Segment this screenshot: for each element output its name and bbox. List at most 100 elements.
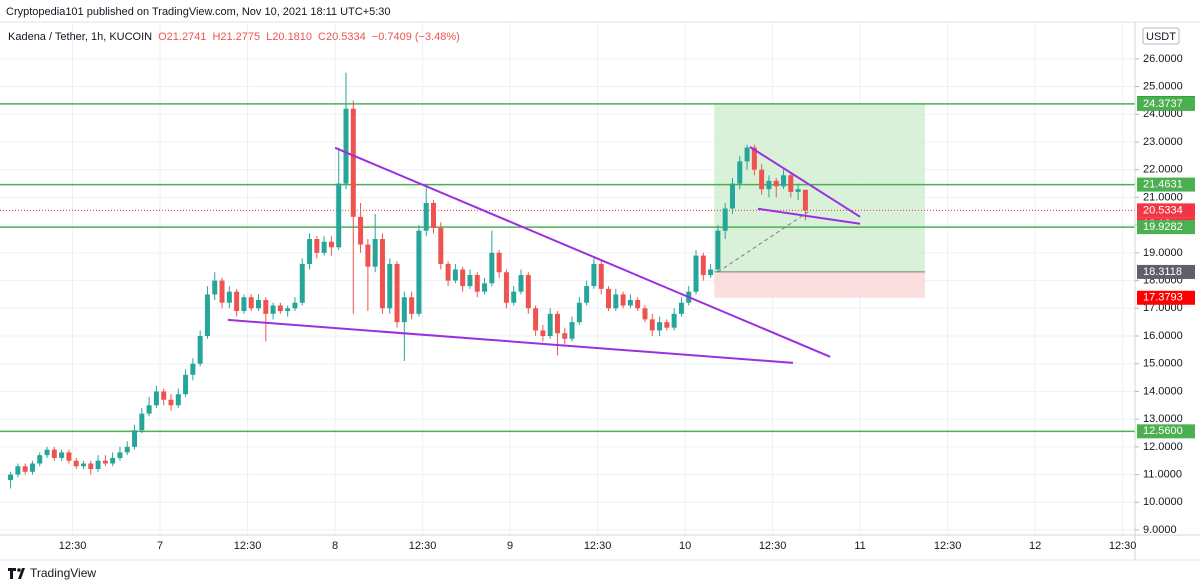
candle-body [773, 180, 779, 187]
ohlc-value: H21.2775 [212, 31, 260, 43]
candle-body [95, 460, 101, 470]
y-tick-label: 14.0000 [1143, 385, 1183, 397]
x-tick-label: 12:30 [584, 540, 612, 552]
candle-body [802, 189, 808, 211]
candle-body [307, 239, 313, 264]
y-tick-label: 17.0000 [1143, 302, 1183, 314]
candle-body [554, 313, 560, 334]
candle-body [248, 297, 254, 309]
candle-body [438, 227, 444, 264]
x-tick-label: 12:30 [1109, 540, 1137, 552]
candle-body [533, 308, 539, 331]
candle-body [292, 302, 298, 309]
candle-body [576, 302, 582, 323]
price-label: 21.4631 [1143, 179, 1183, 191]
unit-label: USDT [1146, 31, 1176, 43]
candle-body [729, 183, 735, 209]
change-value: −0.7409 (−3.48%) [372, 31, 460, 43]
candle-body [671, 313, 677, 328]
candle-body [781, 175, 787, 187]
candle-body [620, 294, 626, 306]
price-label-box [1137, 424, 1195, 439]
trend-line [334, 146, 831, 358]
candle-body [365, 244, 371, 267]
candle-body [387, 263, 393, 309]
legend: Kadena / Tether, 1h, KUCOIN O21.2741 H21.2… [8, 31, 460, 43]
candle-body [51, 449, 57, 458]
candle-body [591, 263, 597, 287]
plot-area [0, 22, 1135, 535]
candle-body [197, 336, 203, 364]
candle-body [503, 272, 509, 303]
x-tick-label: 8 [332, 540, 338, 552]
candle-body [744, 147, 750, 162]
ohlc-value: L20.1810 [266, 31, 312, 43]
candle-body [15, 466, 21, 475]
price-label: 18.3118 [1143, 266, 1182, 278]
brand: TradingView [30, 566, 96, 580]
candle-body [336, 183, 342, 248]
candle-body [642, 308, 648, 320]
candle-body [358, 216, 364, 245]
candle-body [314, 239, 320, 253]
candle-body [401, 297, 407, 323]
candle-body [234, 291, 240, 312]
y-tick-label: 24.0000 [1143, 108, 1183, 120]
x-tick-label: 7 [157, 540, 163, 552]
price-label-box [1137, 203, 1195, 218]
y-tick-label: 9.0000 [1143, 524, 1177, 536]
candle-body [511, 291, 517, 303]
y-tick-label: 15.0000 [1143, 358, 1183, 370]
candle-body [321, 241, 327, 253]
unit-box [1142, 27, 1180, 45]
price-label: 19.9282 [1143, 221, 1183, 233]
x-tick-label: 12:30 [759, 540, 787, 552]
candle-body [29, 463, 35, 472]
candle-body [299, 263, 305, 303]
candle-body [241, 297, 247, 312]
candle-body [372, 239, 378, 267]
candle-body [467, 275, 473, 287]
candle-body [445, 263, 451, 281]
candle-body [270, 305, 276, 314]
candle-body [190, 363, 196, 375]
candle-body [175, 394, 181, 406]
candle-body [73, 460, 79, 467]
candle-body [598, 263, 604, 289]
candle-body [117, 452, 123, 458]
candle-body [693, 255, 699, 292]
x-tick-label: 12 [1029, 540, 1041, 552]
candle-body [277, 305, 283, 312]
candle-body [606, 288, 612, 309]
candle-body [226, 291, 232, 303]
x-tick-label: 10 [679, 540, 691, 552]
x-tick-label: 12:30 [59, 540, 87, 552]
x-tick-label: 9 [507, 540, 513, 552]
loss-zone [714, 271, 925, 298]
candle-body [204, 294, 210, 336]
candle-body [635, 299, 641, 309]
price-label: 17.3793 [1143, 292, 1183, 304]
candle-body [88, 463, 94, 470]
y-tick-label: 26.0000 [1143, 53, 1183, 65]
candle-body [751, 147, 757, 170]
candle-body [37, 455, 43, 464]
candle-body [168, 399, 174, 406]
price-label-box [1137, 220, 1195, 235]
x-tick-label: 11 [854, 540, 865, 552]
candle-body [80, 463, 86, 467]
price-label-box [1137, 290, 1195, 305]
candle-body [44, 449, 50, 456]
candle-body [409, 297, 415, 314]
candle-body [22, 466, 28, 472]
candle-body [124, 446, 130, 453]
trend-line [757, 207, 861, 225]
candle-body [562, 333, 568, 339]
candle-body [496, 252, 502, 273]
candle-body [394, 263, 400, 323]
candle-body [139, 413, 145, 431]
price-label: 24.3737 [1143, 98, 1183, 110]
candle-body [66, 452, 72, 461]
